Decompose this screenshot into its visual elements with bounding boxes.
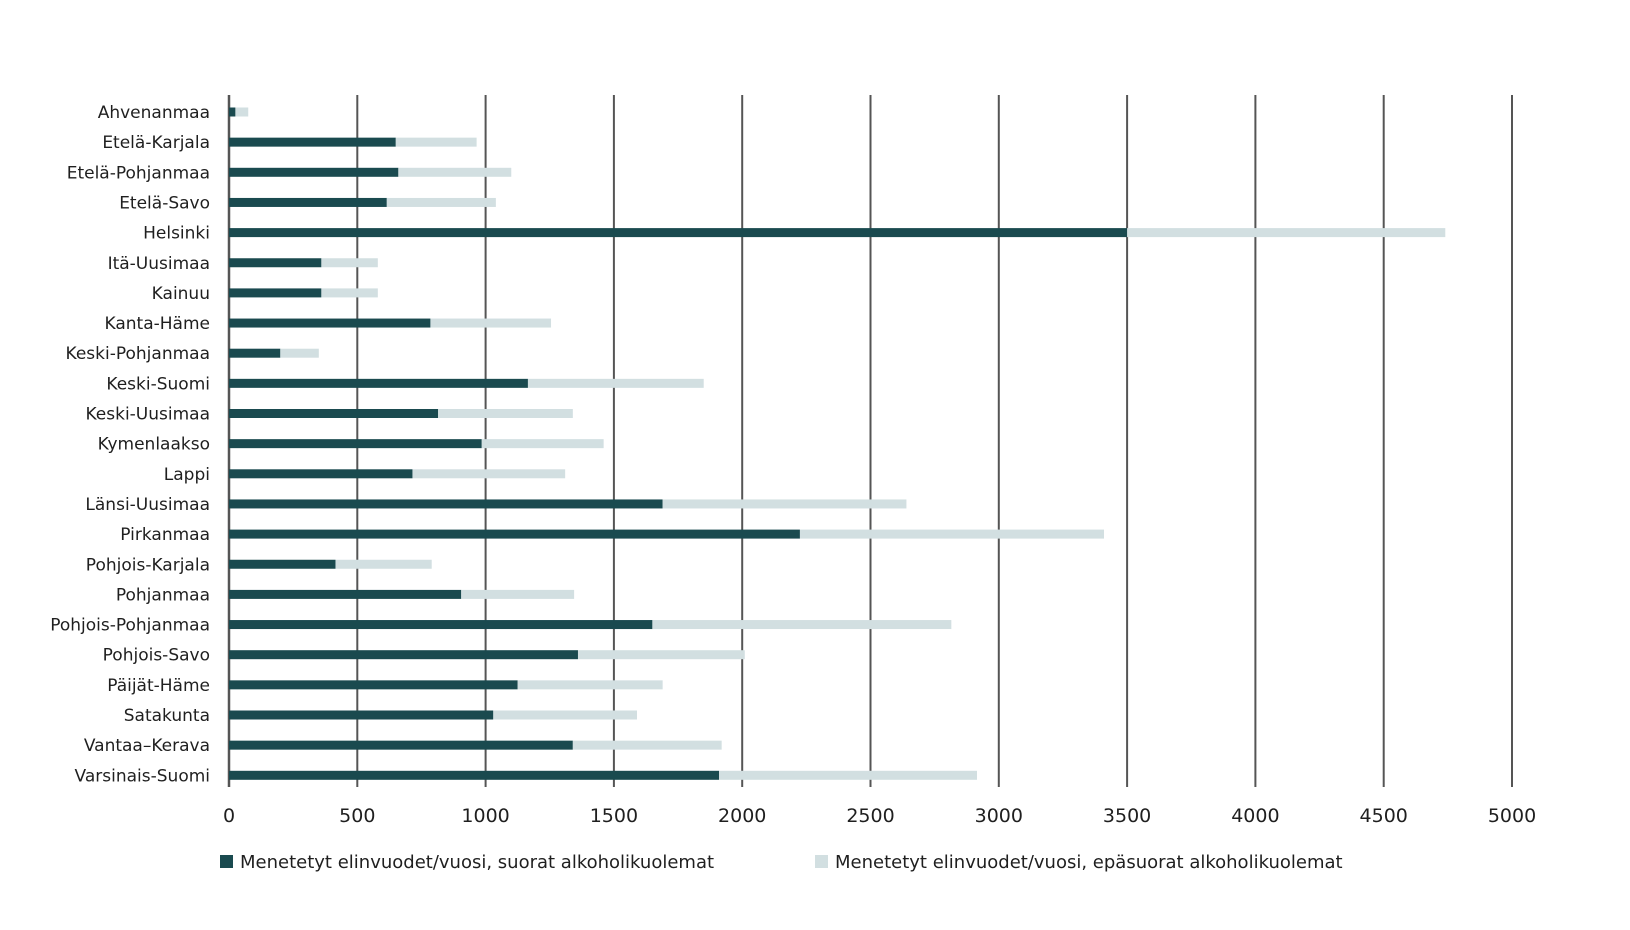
bar-indirect-deaths — [577, 650, 745, 660]
bar-indirect-deaths — [438, 409, 573, 418]
bar-indirect-deaths — [461, 589, 575, 599]
legend-swatch-indirect — [815, 855, 828, 868]
bar-direct-deaths — [229, 409, 439, 418]
bar-indirect-deaths — [481, 439, 604, 449]
x-tick-label-2000: 2000 — [718, 805, 766, 827]
bar-direct-deaths — [229, 228, 1128, 238]
bar-direct-deaths — [229, 620, 653, 630]
bar-direct-deaths — [229, 650, 578, 660]
category-label: Pirkanmaa — [120, 525, 210, 545]
bar-direct-deaths — [229, 197, 387, 207]
bar-indirect-deaths — [527, 378, 704, 388]
bar-direct-deaths — [229, 589, 462, 599]
category-label: Satakunta — [124, 706, 210, 726]
bar-direct-deaths — [229, 348, 281, 358]
category-label: Varsinais-Suomi — [75, 766, 210, 786]
category-label: Kainuu — [152, 284, 210, 304]
category-label: Helsinki — [143, 224, 210, 244]
bar-direct-deaths — [229, 288, 322, 298]
category-label: Ahvenanmaa — [98, 103, 210, 123]
x-tick-label-5000: 5000 — [1488, 805, 1536, 827]
category-label: Pohjanmaa — [116, 585, 210, 605]
legend-label-indirect: Menetetyt elinvuodet/vuosi, epäsuorat al… — [835, 852, 1343, 873]
bar-indirect-deaths — [398, 167, 512, 177]
bar-indirect-deaths — [235, 107, 249, 117]
bar-indirect-deaths — [719, 770, 977, 780]
bar-indirect-deaths — [572, 740, 722, 750]
bar-indirect-deaths — [321, 288, 378, 298]
category-label: Kanta-Häme — [105, 314, 210, 334]
category-label: Pohjois-Savo — [103, 646, 210, 666]
category-labels: Ahvenanmaa Etelä-Karjala Etelä-Pohjanmaa Et… — [50, 103, 210, 786]
bar-indirect-deaths — [1127, 228, 1446, 238]
category-label: Keski-Uusimaa — [85, 405, 210, 425]
bar-direct-deaths — [229, 740, 573, 750]
x-tick-label-1000: 1000 — [461, 805, 509, 827]
legend-label-direct: Menetetyt elinvuodet/vuosi, suorat alkoh… — [240, 852, 714, 873]
bar-indirect-deaths — [652, 620, 952, 630]
category-label: Vantaa–Kerava — [84, 736, 210, 756]
category-label: Pohjois-Pohjanmaa — [50, 616, 210, 636]
bar-indirect-deaths — [430, 318, 552, 328]
bar-direct-deaths — [229, 770, 720, 780]
x-tick-label-4500: 4500 — [1360, 805, 1408, 827]
x-tick-label-2500: 2500 — [846, 805, 894, 827]
gridlines — [227, 95, 1513, 787]
bar-direct-deaths — [229, 167, 399, 177]
category-label: Lappi — [164, 465, 210, 485]
legend: Menetetyt elinvuodet/vuosi, suorat alkoh… — [220, 852, 1343, 873]
bar-indirect-deaths — [280, 348, 319, 358]
bar-indirect-deaths — [335, 559, 432, 569]
bar-direct-deaths — [229, 710, 494, 720]
bar-direct-deaths — [229, 378, 528, 388]
category-label: Etelä-Pohjanmaa — [67, 163, 210, 183]
x-tick-label-4000: 4000 — [1231, 805, 1279, 827]
bar-direct-deaths — [229, 258, 322, 268]
category-label: Itä-Uusimaa — [108, 254, 210, 274]
x-tick-label-3500: 3500 — [1103, 805, 1151, 827]
bar-indirect-deaths — [386, 197, 496, 207]
bar-direct-deaths — [229, 680, 518, 690]
x-axis-tick-labels: 0 500 1000 1500 2000 2500 3000 3500 4000 4500 5000 — [223, 805, 1536, 827]
bar-indirect-deaths — [395, 137, 477, 147]
x-tick-label-500: 500 — [339, 805, 375, 827]
bar-indirect-deaths — [412, 469, 566, 479]
x-tick-label-1500: 1500 — [590, 805, 638, 827]
x-tick-label-3000: 3000 — [975, 805, 1023, 827]
bar-direct-deaths — [229, 137, 396, 147]
bar-direct-deaths — [229, 469, 413, 479]
category-label: Kymenlaakso — [98, 435, 210, 455]
bar-direct-deaths — [229, 107, 236, 117]
legend-swatch-direct — [220, 855, 233, 868]
category-label: Päijät-Häme — [107, 676, 210, 696]
bar-direct-deaths — [229, 529, 800, 539]
bar-indirect-deaths — [517, 680, 663, 690]
bar-direct-deaths — [229, 439, 482, 449]
category-label: Etelä-Karjala — [102, 133, 210, 153]
bar-indirect-deaths — [493, 710, 637, 720]
bar-direct-deaths — [229, 318, 431, 328]
bar-direct-deaths — [229, 559, 336, 569]
bar-indirect-deaths — [662, 499, 907, 509]
x-tick-label-0: 0 — [223, 805, 235, 827]
category-label: Etelä-Savo — [119, 193, 210, 213]
category-label: Pohjois-Karjala — [86, 555, 210, 575]
category-label: Keski-Suomi — [106, 374, 210, 394]
category-label: Länsi-Uusimaa — [85, 495, 210, 515]
bar-indirect-deaths — [321, 258, 378, 268]
bar-direct-deaths — [229, 499, 663, 509]
bars — [229, 107, 1446, 780]
category-label: Keski-Pohjanmaa — [66, 344, 210, 364]
bar-indirect-deaths — [799, 529, 1105, 539]
